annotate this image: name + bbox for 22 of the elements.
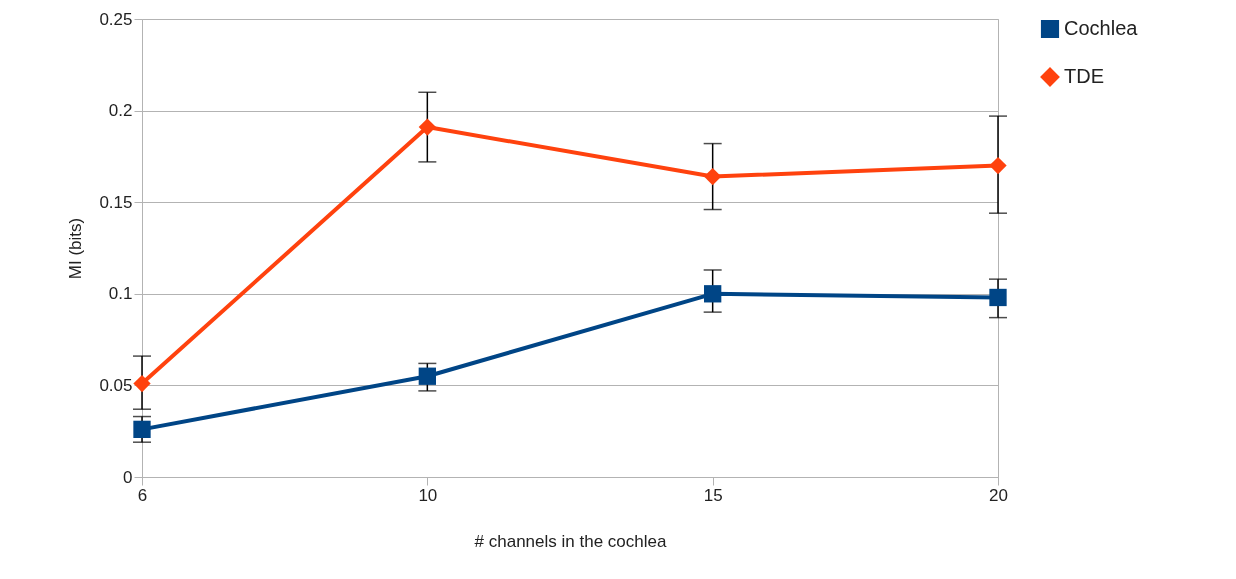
point: [133, 374, 151, 393]
point: [418, 118, 436, 136]
point: [704, 285, 722, 303]
y-tick-label: 0.2: [108, 101, 133, 121]
x-tick-label: 20: [989, 485, 1008, 505]
point: [704, 167, 722, 186]
y-tick-label: 0.05: [99, 375, 133, 395]
legend-label: TDE: [1064, 65, 1104, 87]
point: [989, 156, 1007, 175]
x-tick-label: 6: [137, 485, 148, 505]
y-tick-label: 0.1: [108, 284, 133, 304]
y-tick-label: 0.25: [99, 9, 133, 29]
y-tick-label: 0.15: [99, 192, 133, 212]
point: [989, 288, 1007, 307]
x-tick-label: 10: [418, 485, 438, 505]
y-axis-title: MI (bits): [66, 217, 86, 280]
point: [418, 367, 436, 385]
legend-label: Cochlea: [1064, 17, 1139, 39]
y-tick-label: 0: [123, 467, 133, 487]
x-tick-label: 15: [703, 485, 723, 505]
point: [133, 420, 151, 439]
x-axis-title: # channels in the cochlea: [474, 531, 667, 551]
